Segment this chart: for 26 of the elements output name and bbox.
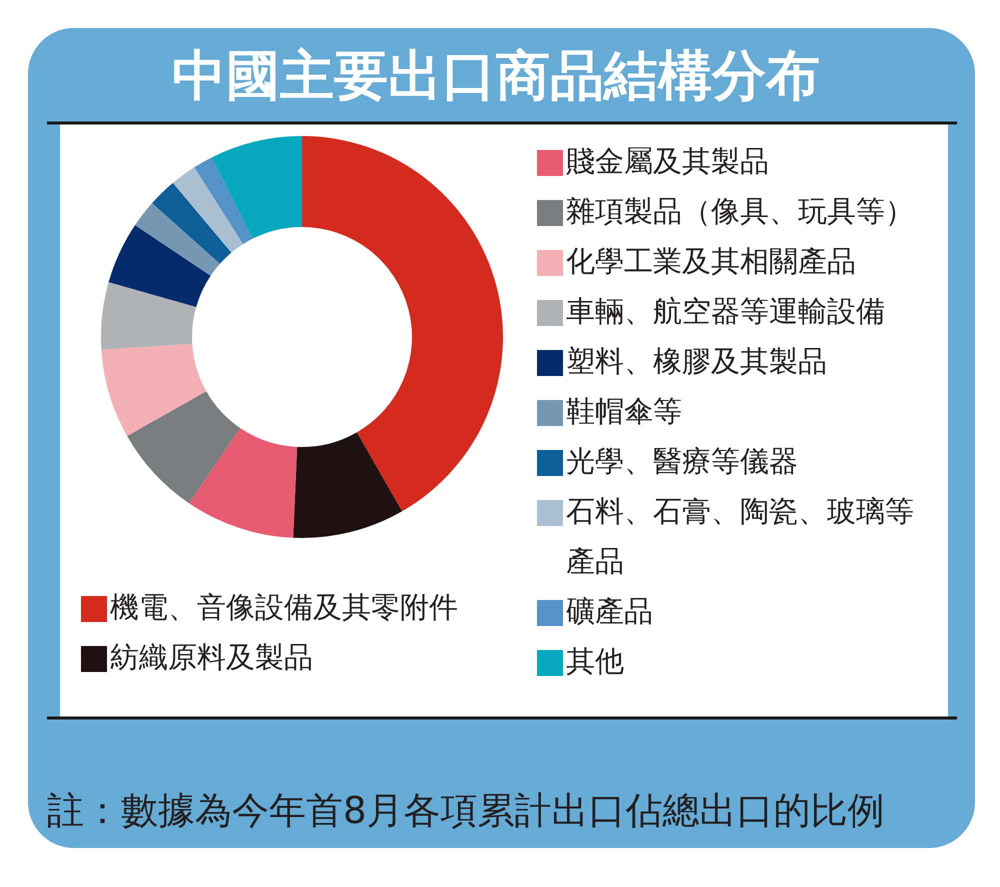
donut-slice — [172, 167, 244, 253]
legend-label: 車輛、航空器等運輸設備 — [566, 294, 885, 328]
legend-label: 紡織原料及製品 — [110, 640, 313, 674]
donut-slice — [101, 282, 196, 350]
donut-slice — [302, 136, 503, 512]
legend-label: 賤金屬及其製品 — [566, 144, 769, 178]
legend-label: 石料、石膏、陶瓷、玻璃等產品 — [566, 494, 914, 578]
donut-slice — [101, 344, 206, 436]
donut-slice — [135, 203, 220, 276]
legend-label: 鞋帽傘等 — [566, 394, 682, 428]
legend-label: 機電、音像設備及其零附件 — [110, 590, 458, 624]
legend-label: 其他 — [566, 644, 624, 678]
donut-slice — [127, 391, 240, 504]
legend-label: 礦產品 — [566, 594, 653, 628]
donut-slice — [194, 157, 253, 244]
legend-label: 光學、醫療等儀器 — [566, 444, 798, 478]
chart-title: 中國主要出口商品結構分布 — [172, 44, 820, 107]
donut-slice — [293, 432, 402, 538]
donut-slice — [108, 225, 211, 307]
donut-slice — [152, 182, 232, 264]
text: 註：數據為今年首8月各項累計出口佔總出口的比例 — [47, 789, 885, 832]
legend-label: 化學工業及其相關產品 — [566, 244, 856, 278]
donut-slice — [212, 136, 302, 239]
legend-label: 塑料、橡膠及其製品 — [566, 344, 827, 378]
donut-slice — [189, 428, 298, 538]
legend-label: 雜項製品（像具、玩具等） — [566, 194, 914, 228]
